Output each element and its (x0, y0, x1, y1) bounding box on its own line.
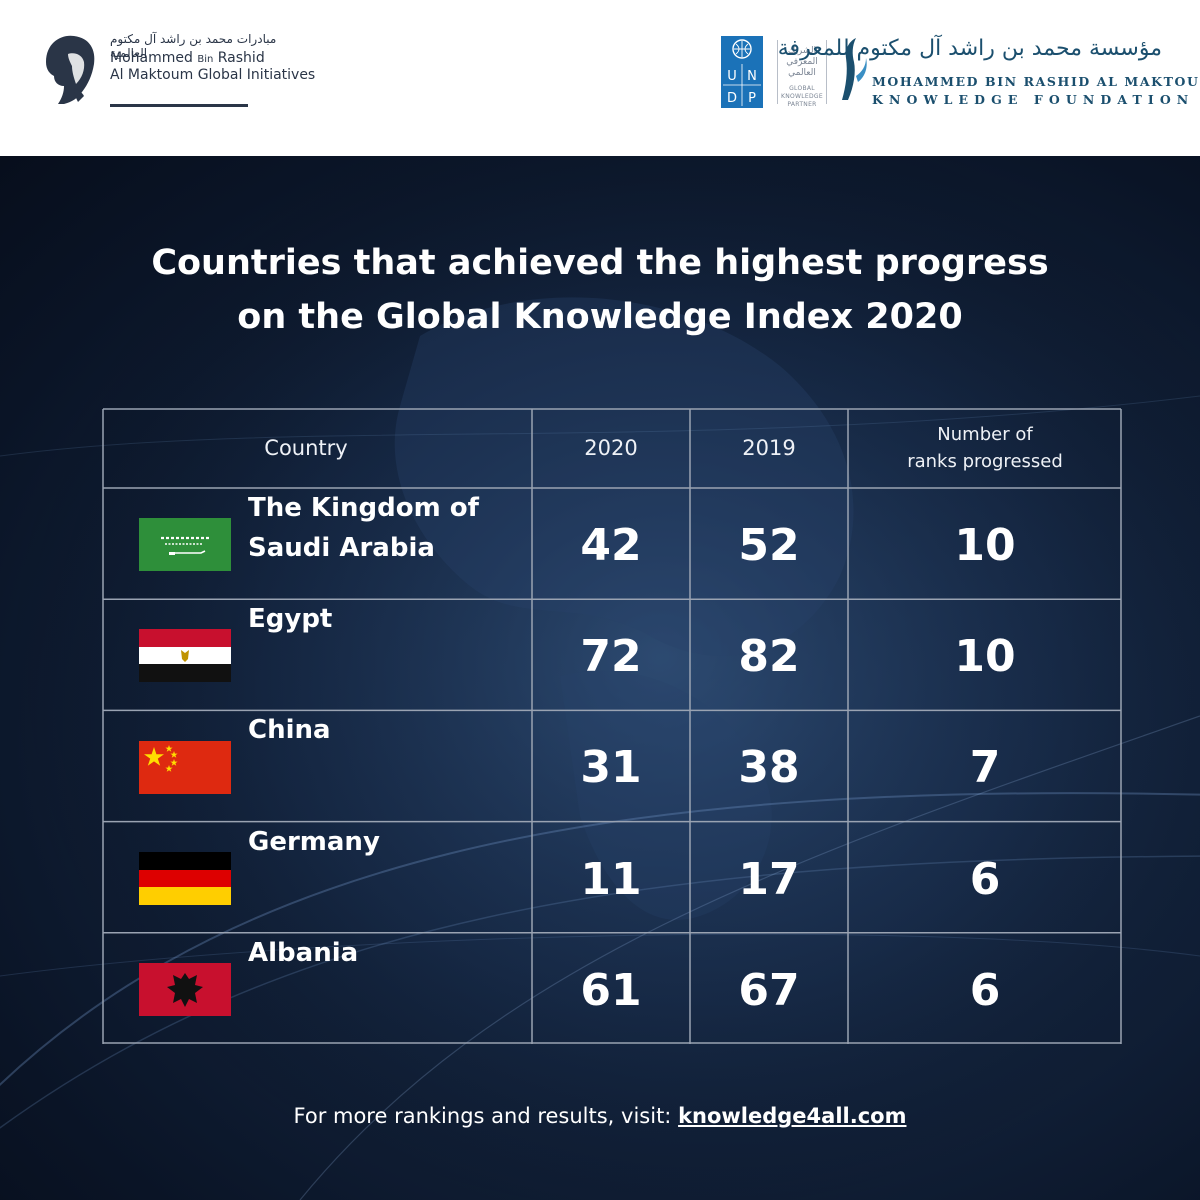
initiatives-underline (110, 104, 248, 107)
country-name-line1: Egypt (248, 604, 333, 635)
saudi-arabia-flag-icon (139, 518, 231, 572)
country-name-cell: The Kingdom of Saudi Arabia (248, 488, 528, 589)
background (0, 156, 1200, 1200)
rank-2020-cell: 11 (580, 853, 642, 905)
ranks-progressed-cell: 10 (954, 631, 1016, 683)
globe-backdrop-icon (0, 156, 1200, 1200)
country-name-cell: Albania (248, 933, 528, 1034)
rank-2020-cell: 61 (580, 964, 642, 1016)
rankings-table: Country 2020 2019 Number of ranks progre… (102, 408, 1122, 1044)
china-flag-icon (139, 740, 231, 794)
albania-flag-icon (139, 962, 231, 1016)
knowledge-partner-badge: الشريك المعرفي العالمي GLOBAL KNOWLEDGE … (781, 46, 823, 108)
rank-2020-cell: 72 (580, 631, 642, 683)
ranks-progressed-cell: 10 (954, 520, 1016, 572)
country-name-line1: China (248, 715, 331, 746)
country-name-line1: The Kingdom of (248, 493, 479, 523)
knowledge4all-link[interactable]: knowledge4all.com (678, 1104, 907, 1128)
footer-text: For more rankings and results, visit: (293, 1104, 679, 1128)
ranks-progressed-cell: 6 (969, 853, 1001, 905)
column-header-country: Country (264, 436, 348, 460)
table-grid (102, 408, 1122, 1044)
rank-2019-cell: 82 (738, 631, 800, 683)
undp-letter-n: N (747, 69, 757, 84)
foundation-name-line1: MOHAMMED BIN RASHID AL MAKTOUM (872, 74, 1200, 89)
rank-2020-cell: 42 (580, 520, 642, 572)
rank-2019-cell: 67 (738, 964, 800, 1016)
title-line-1: Countries that achieved the highest prog… (151, 243, 1049, 283)
column-header-2020: 2020 (584, 436, 638, 460)
global-initiatives-logo: مبادرات محمد بن راشد آل مكتوم العالمية M… (38, 30, 338, 110)
initiatives-name-line1: Mohammed Bin Rashid (110, 50, 265, 66)
footer-note: For more rankings and results, visit: kn… (0, 1104, 1200, 1128)
foundation-arabic-name: مؤسسة محمد بن راشد آل مكتوم للمعرفة (777, 36, 1162, 61)
rank-2019-cell: 17 (738, 853, 800, 905)
undp-letter-d: D (727, 91, 737, 106)
ranks-progressed-cell: 6 (969, 964, 1001, 1016)
country-name-line1: Germany (248, 826, 380, 857)
country-name-cell: Egypt (248, 599, 528, 700)
rank-2020-cell: 31 (580, 742, 642, 794)
germany-flag-icon (139, 851, 231, 905)
foundation-name-line2: KNOWLEDGE FOUNDATION (872, 92, 1195, 107)
initiatives-name-line2: Al Maktoum Global Initiatives (110, 67, 316, 83)
portrait-icon (46, 35, 95, 104)
undp-logo: U N D P (721, 36, 763, 108)
knowledge-foundation-logo: مؤسسة محمد بن راشد آل مكتوم للمعرفة MOHA… (777, 36, 1200, 108)
country-name-line1: Albania (248, 937, 359, 968)
country-name-line2: Saudi Arabia (248, 533, 435, 563)
ranks-progressed-cell: 7 (969, 742, 1001, 794)
undp-letter-p: P (748, 91, 756, 106)
country-name-cell: Germany (248, 822, 528, 923)
column-header-ranks-progressed: Number of ranks progressed (907, 424, 1063, 472)
header-bar: مبادرات محمد بن راشد آل مكتوم العالمية M… (0, 0, 1200, 156)
undp-letter-u: U (727, 69, 737, 84)
header-divider (777, 40, 778, 104)
foundation-mark-icon (842, 38, 867, 100)
header-divider (826, 40, 827, 104)
rank-2019-cell: 38 (738, 742, 800, 794)
title-line-2: on the Global Knowledge Index 2020 (237, 297, 963, 337)
initiatives-arabic-name: مبادرات محمد بن راشد آل مكتوم العالمية (110, 32, 277, 60)
rank-2019-cell: 52 (738, 520, 800, 572)
egypt-flag-icon (139, 629, 231, 683)
chart-title: Countries that achieved the highest prog… (60, 236, 1140, 344)
column-header-2019: 2019 (742, 436, 796, 460)
country-name-cell: China (248, 710, 528, 811)
